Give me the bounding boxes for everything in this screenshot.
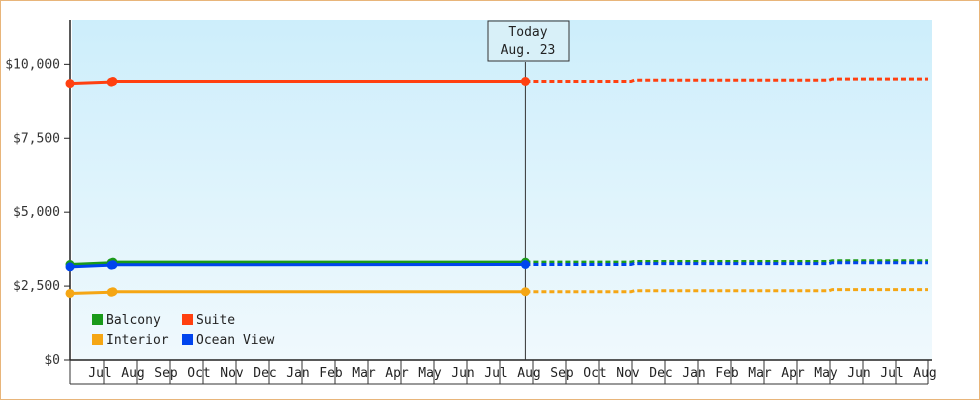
month-label: Aug <box>517 366 540 381</box>
legend-label-suite: Suite <box>196 313 235 328</box>
month-label: Apr <box>781 366 805 381</box>
month-label: Jun <box>847 366 870 381</box>
month-label: Nov <box>220 366 244 381</box>
series-ocean-view-forecast <box>525 261 928 266</box>
y-tick-label: $5,000 <box>13 205 60 220</box>
month-label: Mar <box>352 366 376 381</box>
today-date: Aug. 23 <box>501 43 556 58</box>
series-interior-point <box>65 288 75 298</box>
month-label: Oct <box>583 366 606 381</box>
month-label: May <box>814 366 838 381</box>
legend-swatch-suite <box>182 314 193 325</box>
legend: Balcony Suite Interior Ocean View <box>92 313 274 348</box>
series-suite-point <box>65 79 75 89</box>
plot-area <box>72 20 932 360</box>
series-ocean-view-point <box>65 262 75 272</box>
month-label: May <box>418 366 442 381</box>
series-lines <box>65 76 928 298</box>
y-tick-label: $7,500 <box>13 131 60 146</box>
x-axis: Jul Aug Sep Oct Nov Dec Jan Feb Mar Apr May Jun Jul A… <box>69 359 937 385</box>
month-label: Jan <box>286 366 309 381</box>
month-label: Jul <box>880 366 903 381</box>
month-label: Feb <box>319 366 343 381</box>
month-label: Sep <box>550 366 574 381</box>
series-interior-forecast <box>525 288 928 294</box>
month-label: Mar <box>748 366 772 381</box>
series-ocean-view-point <box>520 260 530 270</box>
legend-label-interior: Interior <box>106 333 169 348</box>
legend-swatch-balcony <box>92 314 103 325</box>
month-label: Nov <box>616 366 640 381</box>
series-suite-point <box>108 76 118 86</box>
y-tick-label: $2,500 <box>13 279 60 294</box>
month-label: Sep <box>154 366 178 381</box>
month-label: Aug <box>121 366 144 381</box>
month-label: Aug <box>913 366 936 381</box>
series-ocean-view-point <box>108 260 118 270</box>
legend-label-balcony: Balcony <box>106 313 161 328</box>
series-suite-forecast <box>525 77 928 83</box>
legend-swatch-interior <box>92 334 103 345</box>
month-label: Jul <box>88 366 111 381</box>
month-label: Dec <box>253 366 276 381</box>
today-label: Today <box>508 25 547 40</box>
today-label-box <box>487 20 570 62</box>
series-balcony-forecast <box>525 259 928 264</box>
legend-label-ocean-view: Ocean View <box>196 333 274 348</box>
month-label: Jun <box>451 366 474 381</box>
today-marker: Today Aug. 23 <box>487 20 570 360</box>
series-interior-point <box>520 287 530 297</box>
month-label: Jul <box>484 366 507 381</box>
month-label: Dec <box>649 366 672 381</box>
month-label: Jan <box>682 366 705 381</box>
y-axis: $0 $2,500 $5,000 $7,500 $10,000 <box>5 20 71 368</box>
month-label: Apr <box>385 366 409 381</box>
y-tick-label: $10,000 <box>5 57 60 72</box>
series-interior-point <box>108 287 118 297</box>
y-tick-label: $0 <box>44 353 60 368</box>
legend-swatch-ocean-view <box>182 334 193 345</box>
series-suite-point <box>520 76 530 86</box>
month-label: Feb <box>715 366 739 381</box>
month-label: Oct <box>187 366 210 381</box>
